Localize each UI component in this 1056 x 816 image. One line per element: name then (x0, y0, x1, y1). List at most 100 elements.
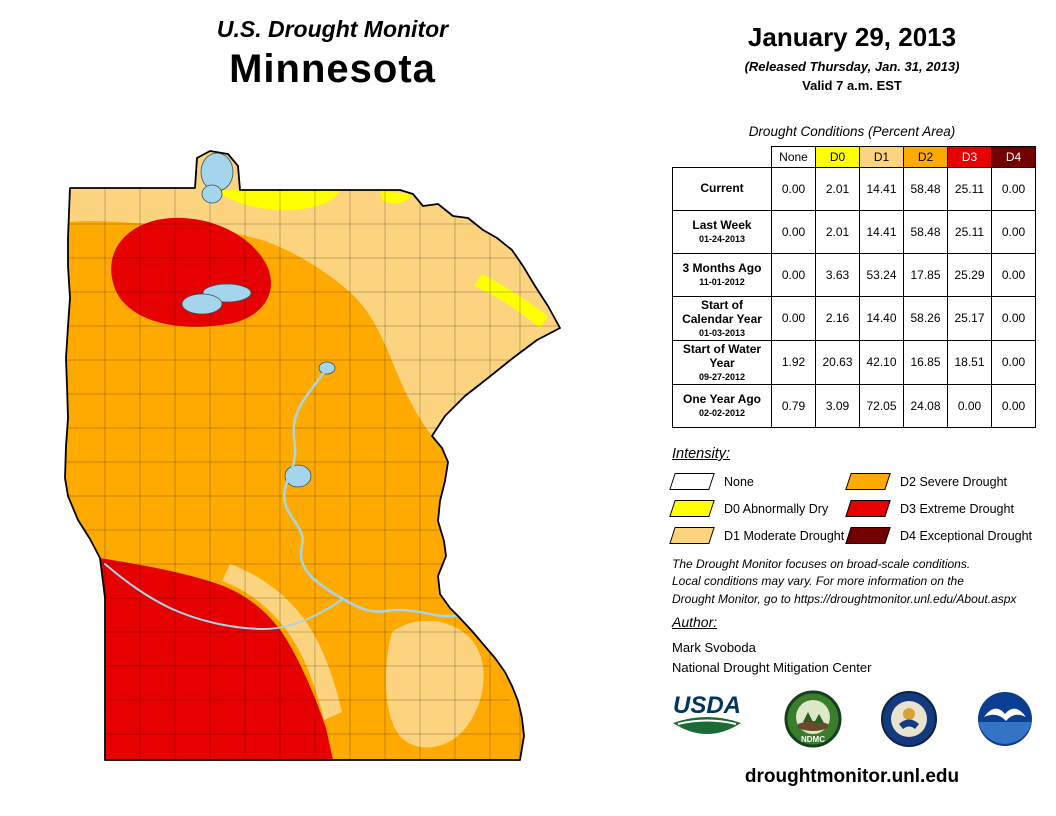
table-row-one-year-ago: One Year Ago 02-02-2012 0.79 3.09 72.05 2… (672, 383, 1036, 428)
row-label: One Year Ago (682, 392, 762, 407)
map-region-d1-south-crescent (222, 564, 342, 720)
d4-swatch (845, 527, 891, 544)
col-header-d2: D2 (903, 146, 948, 168)
cell-value: 58.48 (903, 167, 948, 211)
cell-value: 14.40 (859, 296, 904, 341)
cell-value: 3.09 (815, 383, 860, 428)
commerce-eagle (899, 719, 919, 729)
state-name: Minnesota (229, 47, 436, 91)
noaa-logo (978, 692, 1032, 746)
minnesota-river (104, 563, 344, 631)
map-region-d0-northeast-tip (474, 274, 548, 328)
row-date: 09-27-2012 (698, 371, 746, 382)
cell-value: 0.00 (771, 253, 816, 297)
disclaimer-line-3: Drought Monitor, go to https://droughtmo… (672, 591, 1017, 606)
row-label: Start of Water Year (682, 341, 762, 370)
row-date: 02-02-2012 (698, 408, 746, 419)
cell-value: 25.29 (947, 253, 992, 297)
usda-logo: USDA (673, 692, 741, 734)
ndmc-logo: NDMC (784, 690, 842, 748)
disclaimer: The Drought Monitor focuses on broad-sca… (672, 556, 1042, 608)
minnesota-drought-map (64, 150, 561, 761)
cell-value: 0.00 (991, 253, 1036, 297)
table-row-start-calendar-year: Start of Calendar Year 01-03-2013 0.00 2.… (672, 296, 1036, 341)
agency-logos: USDA NDMC (668, 690, 1034, 748)
cell-value: 53.24 (859, 253, 904, 297)
author-name: Mark Svoboda (672, 640, 756, 655)
cell-value: 16.85 (903, 339, 948, 385)
row-label: Start of Calendar Year (682, 298, 762, 326)
map-region-d0-top-east (380, 191, 412, 204)
d1-swatch (669, 527, 715, 544)
legend-item-d1: D1 Moderate Drought (669, 527, 848, 544)
legend-label: D0 Abnormally Dry (724, 501, 829, 516)
legend-label: D3 Extreme Drought (900, 501, 1014, 516)
ndmc-tree-left (803, 712, 813, 722)
cell-value: 0.00 (771, 296, 816, 341)
table-row-3-months-ago: 3 Months Ago 11-01-2012 0.00 3.63 53.24 1… (672, 253, 1036, 297)
report-date: January 29, 2013 (747, 22, 957, 52)
mississippi-river (282, 366, 458, 618)
valid-time: Valid 7 a.m. EST (802, 78, 902, 93)
legend-item-none: None (669, 473, 848, 490)
author-title: Author: (672, 614, 718, 630)
col-header-d0: D0 (815, 146, 860, 168)
table-header-row: None D0 D1 D2 D3 D4 (672, 146, 1036, 168)
commerce-logo (881, 691, 937, 747)
cell-value: 58.48 (903, 210, 948, 254)
left-header: U.S. Drought Monitor Minnesota (80, 16, 585, 92)
table-row-current: Current 0.00 2.01 14.41 58.48 25.11 0.00 (672, 167, 1036, 211)
legend-item-d2: D2 Severe Drought (845, 473, 1038, 490)
usda-logo-text: USDA (673, 692, 741, 719)
disclaimer-line-2: Local conditions may vary. For more info… (672, 574, 964, 589)
cell-value: 14.41 (859, 167, 904, 211)
drought-conditions-table: None D0 D1 D2 D3 D4 Current 0.00 2.01 14… (672, 146, 1036, 428)
cell-value: 0.00 (947, 383, 992, 428)
lower-red-lake (181, 293, 223, 315)
cell-value: 3.63 (815, 253, 860, 297)
state-outline (64, 150, 561, 761)
legend-item-d0: D0 Abnormally Dry (669, 500, 848, 517)
none-swatch (669, 473, 715, 490)
author-block: Author: Mark Svoboda National Drought Mi… (672, 614, 871, 677)
cell-value: 17.85 (903, 253, 948, 297)
cell-value: 72.05 (859, 383, 904, 428)
col-header-d4: D4 (991, 146, 1036, 168)
ndmc-logo-text: NDMC (801, 735, 825, 744)
table-row-last-week: Last Week 01-24-2013 0.00 2.01 14.41 58.4… (672, 210, 1036, 254)
d3-swatch (845, 500, 891, 517)
cell-value: 24.08 (903, 383, 948, 428)
cell-value: 18.51 (947, 339, 992, 385)
ndmc-tree-right (814, 714, 824, 723)
cell-value: 2.16 (815, 296, 860, 341)
release-date: (Released Thursday, Jan. 31, 2013) (744, 59, 960, 74)
row-date: 01-03-2013 (698, 327, 746, 338)
row-label: 3 Months Ago (682, 261, 762, 276)
row-label: Current (700, 180, 744, 195)
noaa-bird (984, 708, 1026, 721)
cell-value: 0.00 (991, 339, 1036, 385)
cell-value: 42.10 (859, 339, 904, 385)
author-org: National Drought Mitigation Center (672, 659, 872, 675)
legend-item-d3: D3 Extreme Drought (845, 500, 1038, 517)
cell-value: 0.00 (991, 296, 1036, 341)
report-title: U.S. Drought Monitor (216, 16, 449, 42)
table-corner-cell (672, 146, 772, 168)
row-date: 01-24-2013 (698, 234, 746, 245)
right-header: January 29, 2013 (Released Thursday, Jan… (676, 22, 1028, 93)
cell-value: 0.00 (771, 210, 816, 254)
row-date: 11-01-2012 (699, 277, 745, 288)
noaa-sea (978, 722, 1032, 744)
cell-value: 58.26 (903, 296, 948, 341)
cell-value: 0.00 (771, 167, 816, 211)
cell-value: 25.11 (947, 167, 992, 211)
col-header-d1: D1 (859, 146, 904, 168)
cell-value: 20.63 (815, 339, 860, 385)
legend-label: None (724, 474, 754, 489)
map-region-d3-southwest (100, 558, 333, 760)
usda-swoosh-line (677, 719, 737, 725)
footer-url: droughtmonitor.unl.edu (744, 766, 960, 787)
lake-of-the-woods-south (201, 184, 223, 204)
cell-value: 14.41 (859, 210, 904, 254)
cell-value: 0.00 (991, 210, 1036, 254)
